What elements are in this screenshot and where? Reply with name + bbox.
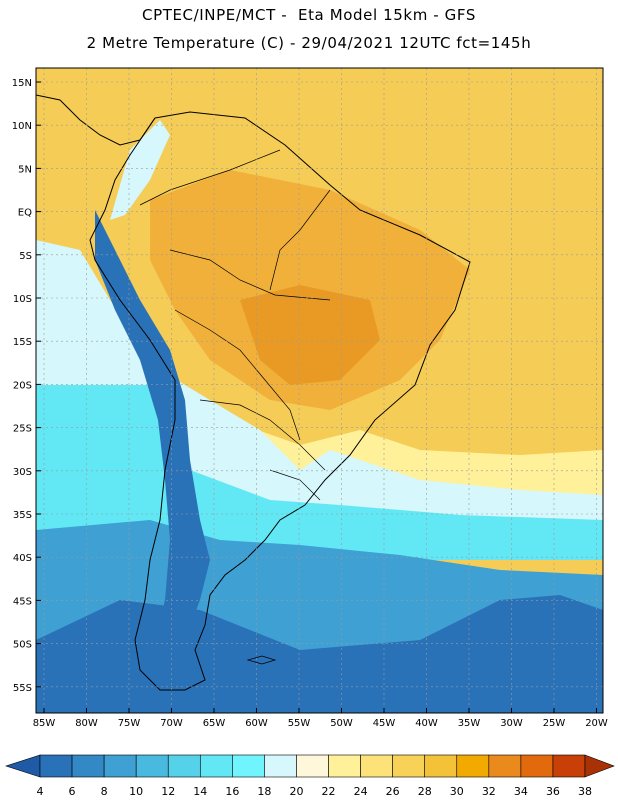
lon-label: 70W [160, 718, 183, 729]
lon-label: 85W [33, 718, 56, 729]
central-america-coastline [35, 94, 156, 146]
colorbar-label: 12 [161, 785, 175, 798]
lon-label: 30W [500, 718, 523, 729]
country-borders [139, 149, 331, 501]
lon-label: 45W [373, 718, 396, 729]
colorbar-label: 32 [482, 785, 496, 798]
lat-label: 50S [13, 640, 32, 651]
map-title-line2: 2 Metre Temperature (C) - 29/04/2021 12U… [86, 34, 532, 52]
colorbar-high-arrow [584, 754, 615, 778]
colorbar-box [360, 754, 393, 778]
lon-label: 75W [118, 718, 141, 729]
colorbar-label: 24 [354, 785, 368, 798]
lon-label: 35W [458, 718, 481, 729]
colorbar-box [71, 754, 105, 778]
lat-label: EQ [18, 208, 32, 219]
zone-central-hot [240, 285, 380, 385]
lat-label: 15N [12, 78, 32, 89]
colorbar-label: 36 [546, 785, 560, 798]
colorbar-label: 8 [101, 785, 108, 798]
colorbar-label: 38 [578, 785, 592, 798]
colorbar-box [552, 754, 586, 778]
colorbar-box [392, 754, 426, 778]
colorbar-box [424, 754, 458, 778]
lon-label: 20W [585, 718, 608, 729]
colorbar-label: 22 [322, 785, 336, 798]
colorbar-label: 28 [418, 785, 432, 798]
colorbar-box [296, 754, 329, 778]
lat-label: 40S [13, 553, 32, 564]
lon-label: 55W [288, 718, 311, 729]
longitude-labels: 85W 80W 75W 70W 65W 60W 55W 50W 45W 40W 35W 30W 25W 2… [33, 708, 608, 729]
colorbar-low-arrow [5, 754, 41, 778]
lat-label: 45S [13, 596, 32, 607]
colorbar-label: 16 [225, 785, 239, 798]
lat-label: 5S [19, 251, 32, 262]
lat-label: 35S [13, 510, 32, 521]
plot-frame [35, 67, 604, 714]
map-title-line1: CPTEC/INPE/MCT - Eta Model 15km - GFS [142, 6, 476, 24]
lat-label: 15S [13, 337, 32, 348]
colorbar-label: 34 [514, 785, 528, 798]
lon-label: 25W [543, 718, 566, 729]
colorbar-label: 6 [69, 785, 76, 798]
lon-label: 65W [203, 718, 226, 729]
colorbar-box [103, 754, 137, 778]
zone-subtropical-cool [110, 120, 170, 220]
colorbar-label: 14 [193, 785, 207, 798]
colorbar-box [264, 754, 297, 778]
colorbar-box [135, 754, 169, 778]
colorbar-box [456, 754, 490, 778]
colorbar-label: 4 [37, 785, 44, 798]
colorbar-box [39, 754, 73, 778]
lon-label: 50W [330, 718, 353, 729]
lat-label: 20S [13, 380, 32, 391]
colorbar-label: 30 [450, 785, 464, 798]
colorbar-box [199, 754, 233, 778]
lon-label: 60W [245, 718, 268, 729]
colorbar-label: 10 [129, 785, 143, 798]
lat-label: 10N [12, 121, 32, 132]
latitude-labels: 15N 10N 5N EQ 5S 10S 15S 20S 25S 30S 35S 40S 45S 50S 5… [12, 78, 41, 694]
lat-label: 30S [13, 467, 32, 478]
colorbar: 4 6 8 10 12 14 16 18 20 22 24 26 28 30 32 34 36 38 [5, 754, 615, 798]
continent-coastline [89, 111, 471, 691]
colorbar-label: 18 [257, 785, 271, 798]
lat-label: 5N [18, 164, 32, 175]
temperature-field [36, 68, 603, 713]
colorbar-box [520, 754, 554, 778]
lon-label: 40W [415, 718, 438, 729]
colorbar-box [328, 754, 361, 778]
lat-label: 10S [13, 294, 32, 305]
colorbar-label: 20 [289, 785, 303, 798]
colorbar-box [488, 754, 522, 778]
colorbar-label: 26 [386, 785, 400, 798]
lat-label: 25S [13, 424, 32, 435]
lon-label: 80W [75, 718, 98, 729]
falkland-islands [246, 655, 277, 665]
zone-andes-cold [95, 210, 210, 690]
colorbar-box [232, 754, 265, 778]
colorbar-box [167, 754, 201, 778]
lat-label: 55S [13, 683, 32, 694]
